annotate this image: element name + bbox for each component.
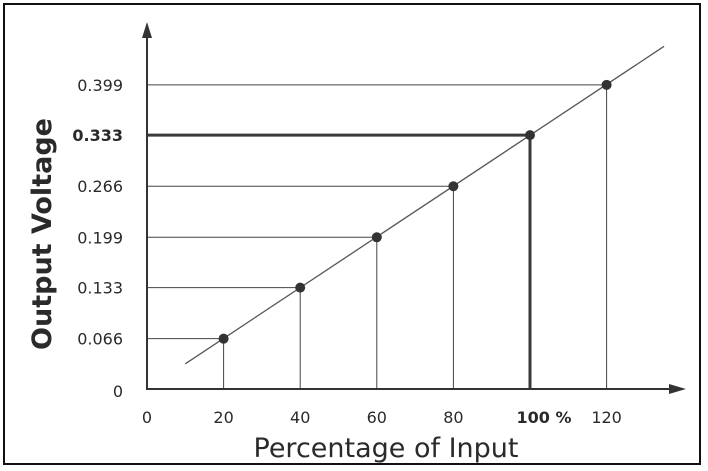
y-tick-labels: 0 0.066 0.133 0.199 0.266 0.333 0.399 [72,76,123,401]
x-tick-label: 20 [213,408,233,427]
data-point [371,232,382,243]
trend-line [184,45,665,365]
axes [142,22,686,394]
data-point [218,333,229,344]
y-tick-label: 0.199 [77,228,123,247]
data-point [295,282,306,293]
x-tick-label: 40 [290,408,310,427]
y-tick-label: 0.266 [77,177,123,196]
y-axis-label: Output Voltage [27,118,58,350]
x-tick-label: 60 [367,408,387,427]
data-point [525,130,535,141]
y-tick-label: 0.333 [72,126,123,145]
line-chart: 0 0.066 0.133 0.199 0.266 0.333 0.399 0 20 40 60 8… [27,22,686,463]
x-tick-label: 80 [443,408,463,427]
data-point [601,79,612,90]
chart-frame: 0 0.066 0.133 0.199 0.266 0.333 0.399 0 20 40 60 8… [3,3,701,465]
x-tick-labels: 0 20 40 60 80 100 % 120 [142,408,622,427]
data-points [218,79,612,344]
y-axis-arrow [142,22,152,38]
x-tick-label: 0 [142,408,152,427]
x-tick-label: 100 % [517,408,572,427]
y-tick-label: 0.399 [77,76,123,95]
x-axis-arrow [669,384,686,394]
x-tick-label: 120 [591,408,622,427]
guide-lines [147,84,608,389]
y-tick-label: 0.133 [77,279,123,298]
x-axis-label: Percentage of Input [254,433,519,463]
data-point [448,181,459,192]
y-tick-label: 0 [113,382,123,401]
y-tick-label: 0.066 [77,330,123,349]
